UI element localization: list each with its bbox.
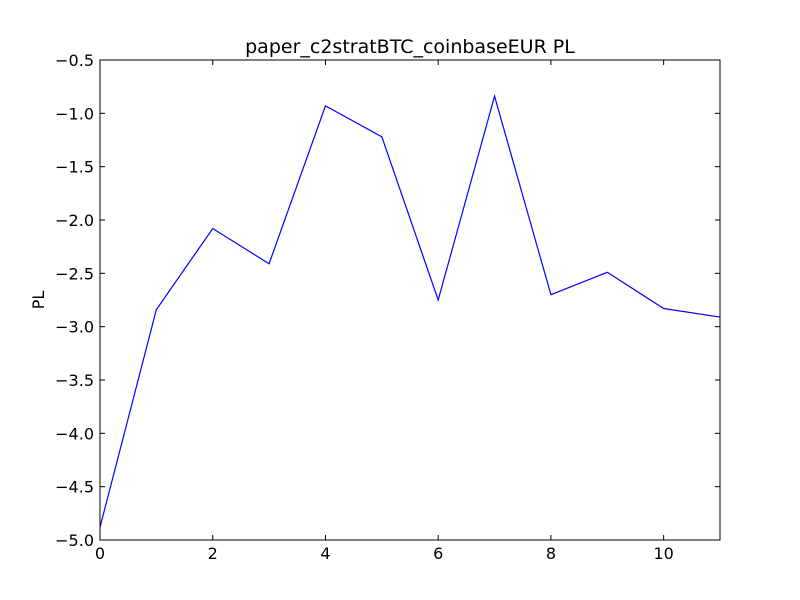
y-tick-label: −0.5 — [55, 51, 94, 70]
x-tick-label: 4 — [320, 544, 330, 563]
x-tick-label: 0 — [95, 544, 105, 563]
chart-title: paper_c2stratBTC_coinbaseEUR PL — [245, 36, 575, 58]
y-tick-label: −2.0 — [55, 211, 94, 230]
axes-frame — [99, 59, 721, 541]
series-line-0 — [99, 94, 721, 528]
y-tick-label: −4.0 — [55, 424, 94, 443]
ticks: 0 2 4 6 8 10 −5.0 −4.5 −4.0 −3.5 −3.0 −2.5 −2.0 −1.5 −… — [55, 51, 720, 563]
y-tick-label: −2.5 — [55, 264, 94, 283]
x-tick-label: 8 — [546, 544, 556, 563]
y-tick-label: −3.5 — [55, 371, 94, 390]
x-tick-label: 10 — [653, 544, 673, 563]
x-tick-label: 2 — [208, 544, 218, 563]
y-tick-label: −4.5 — [55, 478, 94, 497]
y-axis-label: PL — [29, 291, 48, 310]
y-tick-label: −5.0 — [55, 531, 94, 550]
y-tick-label: −1.0 — [55, 104, 94, 123]
plot-area — [99, 94, 721, 528]
y-tick-label: −1.5 — [55, 158, 94, 177]
x-tick-label: 6 — [433, 544, 443, 563]
y-tick-label: −3.0 — [55, 318, 94, 337]
